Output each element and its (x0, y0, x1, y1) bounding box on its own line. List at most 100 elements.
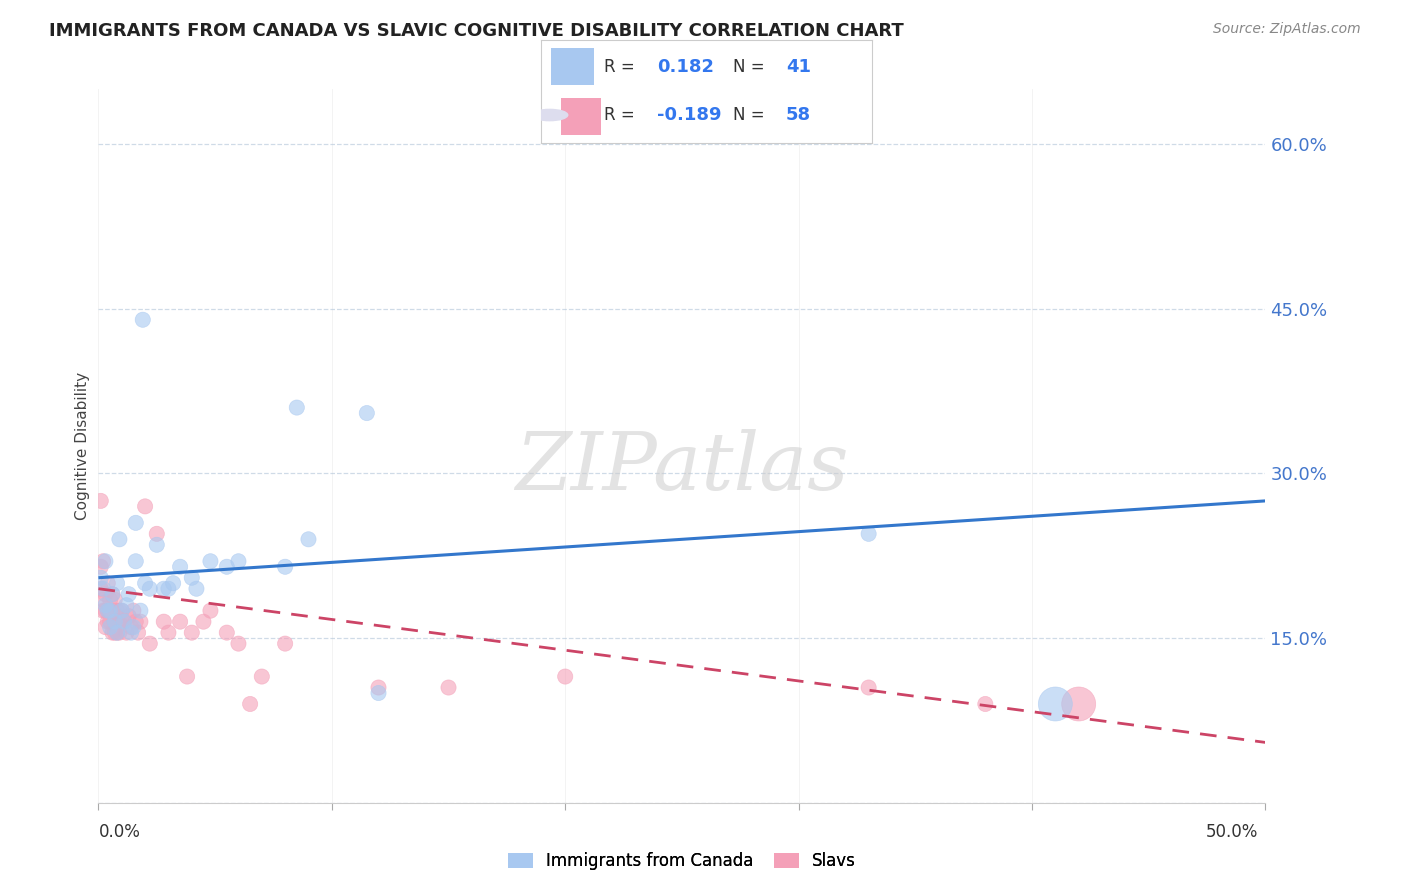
Point (1067, 697, 1090, 711)
Point (104, 592, 127, 607)
Circle shape (531, 110, 568, 120)
Point (122, 604, 145, 618)
Text: 41: 41 (786, 58, 811, 76)
Point (285, 401, 308, 415)
Point (118, 587, 141, 601)
Point (129, 604, 152, 618)
Text: 50.0%: 50.0% (1206, 822, 1258, 840)
Point (120, 625, 142, 640)
Point (200, 554, 222, 568)
Point (157, 582, 180, 596)
Point (215, 625, 238, 640)
Point (132, 312, 155, 326)
Point (250, 669, 273, 683)
Point (157, 625, 180, 640)
Point (139, 637, 162, 651)
Point (108, 604, 131, 618)
Point (554, 669, 576, 683)
Point (162, 576, 184, 591)
Point (94, 554, 117, 568)
Point (858, 681, 880, 695)
Point (94, 587, 117, 601)
Point (125, 516, 148, 530)
Point (108, 615, 131, 629)
Point (169, 559, 191, 574)
Text: ZIPatlas: ZIPatlas (515, 429, 849, 506)
Point (101, 604, 124, 618)
Point (152, 582, 174, 596)
Point (118, 609, 141, 624)
Point (115, 625, 138, 640)
Text: IMMIGRANTS FROM CANADA VS SLAVIC COGNITIVE DISABILITY CORRELATION CHART: IMMIGRANTS FROM CANADA VS SLAVIC COGNITI… (49, 22, 904, 40)
Legend: Immigrants from Canada, Slavs: Immigrants from Canada, Slavs (502, 846, 862, 877)
Point (115, 598, 138, 612)
Point (108, 533, 131, 547)
Point (91, 582, 114, 596)
Point (858, 526, 880, 541)
Point (98, 615, 121, 629)
Point (97, 604, 120, 618)
Point (146, 538, 169, 552)
Text: R =: R = (605, 106, 636, 124)
Point (104, 615, 127, 629)
Point (127, 625, 149, 640)
Y-axis label: Cognitive Disability: Cognitive Disability (75, 372, 90, 520)
Text: -0.189: -0.189 (657, 106, 721, 124)
Point (215, 559, 238, 574)
Point (104, 625, 127, 640)
Point (120, 620, 142, 634)
Point (104, 615, 127, 629)
Point (111, 615, 134, 629)
Point (90, 582, 112, 596)
Point (97, 576, 120, 591)
Point (108, 625, 131, 640)
Point (111, 604, 134, 618)
FancyBboxPatch shape (561, 97, 600, 135)
Point (228, 554, 250, 568)
Point (125, 615, 148, 629)
Point (228, 637, 250, 651)
Point (94, 604, 117, 618)
Point (94, 620, 117, 634)
Point (176, 669, 198, 683)
Point (91, 604, 114, 618)
Point (193, 615, 215, 629)
Point (105, 604, 128, 618)
Text: Source: ZipAtlas.com: Source: ZipAtlas.com (1213, 22, 1361, 37)
Text: 0.0%: 0.0% (98, 822, 141, 840)
Point (125, 554, 148, 568)
Point (98, 620, 121, 634)
Point (90, 559, 112, 574)
Point (356, 406, 378, 420)
Point (139, 582, 162, 596)
Point (367, 686, 389, 700)
Point (112, 615, 135, 629)
Point (169, 615, 191, 629)
Point (200, 604, 222, 618)
Point (98, 604, 121, 618)
Point (97, 615, 120, 629)
Point (94, 598, 117, 612)
Point (101, 625, 124, 640)
Point (134, 500, 156, 514)
Point (186, 582, 208, 596)
Point (97, 604, 120, 618)
Text: 0.182: 0.182 (657, 58, 714, 76)
Point (111, 604, 134, 618)
Point (274, 559, 297, 574)
Point (152, 615, 174, 629)
Point (1045, 697, 1067, 711)
Point (297, 533, 319, 547)
Point (129, 615, 152, 629)
Point (146, 526, 169, 541)
Point (98, 592, 121, 607)
Point (105, 576, 128, 591)
Point (367, 681, 389, 695)
Text: N =: N = (733, 58, 765, 76)
Point (91, 554, 114, 568)
Point (134, 576, 156, 591)
Point (91, 592, 114, 607)
Point (180, 625, 202, 640)
Point (90, 571, 112, 585)
Point (122, 620, 145, 634)
